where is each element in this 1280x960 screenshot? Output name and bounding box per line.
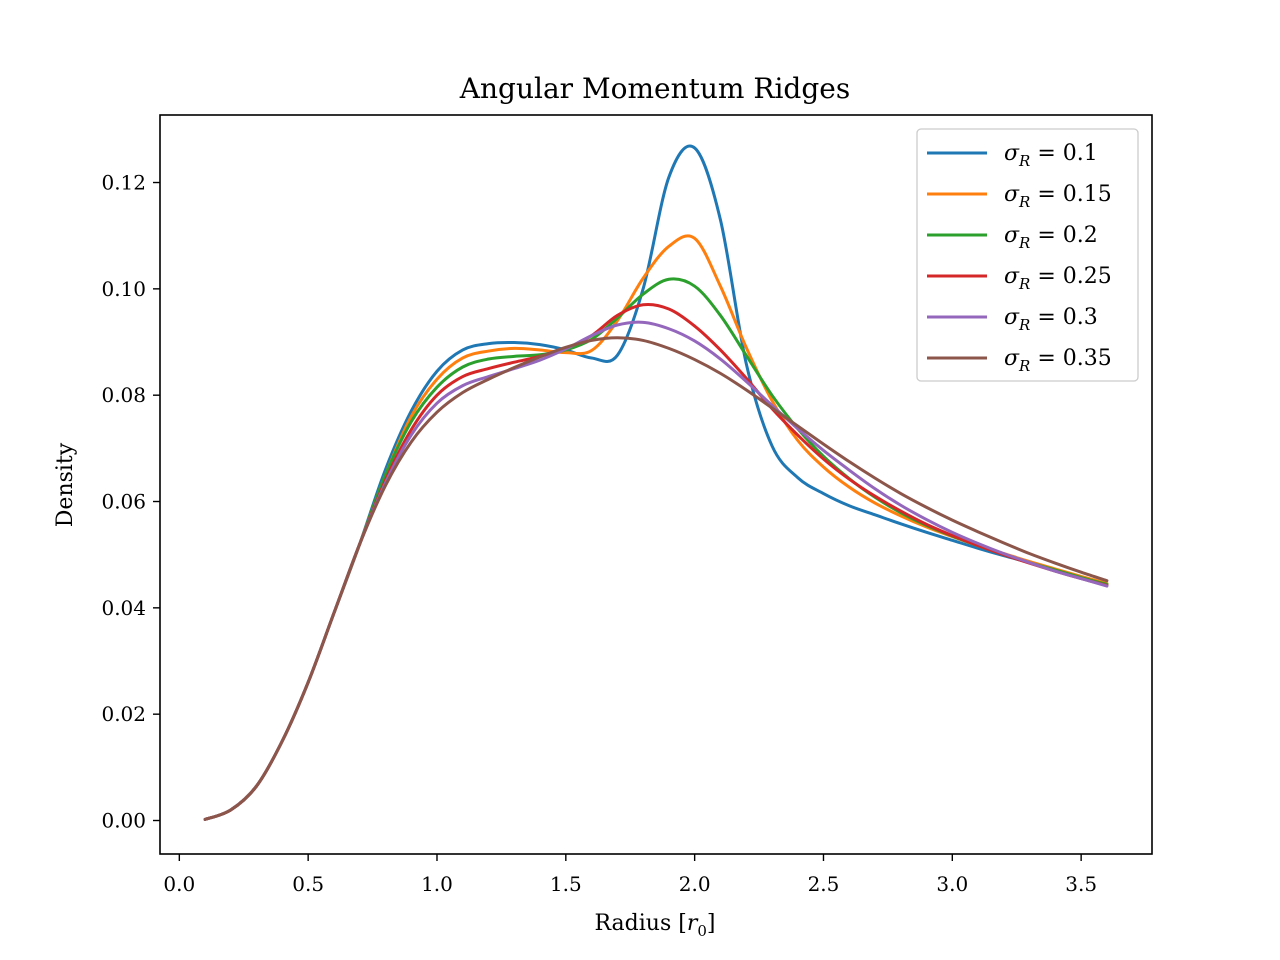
- legend-label-value: = 0.15: [1030, 182, 1111, 207]
- x-tick-label: 2.0: [679, 872, 711, 896]
- legend-label-value: = 0.2: [1030, 223, 1097, 248]
- legend-label-2: σR = 0.2: [1004, 223, 1098, 252]
- axes-frame: [159, 114, 1153, 855]
- legend-label-var: σ: [1004, 141, 1020, 166]
- plot-area: [159, 114, 1153, 855]
- legend-label-sub: R: [1018, 357, 1030, 375]
- legend-label-var: σ: [1004, 223, 1020, 248]
- y-axis-label: Density: [53, 442, 78, 527]
- legend-label-sub: R: [1018, 152, 1030, 170]
- legend-label-3: σR = 0.25: [1004, 264, 1112, 293]
- y-tick-label: 0.08: [101, 383, 146, 407]
- x-axis-label-end: ]: [707, 911, 716, 936]
- legend-label-var: σ: [1004, 182, 1020, 207]
- x-axis-label-main: Radius [: [594, 911, 686, 936]
- legend-label-1: σR = 0.15: [1004, 182, 1112, 211]
- legend-label-sub: R: [1018, 234, 1030, 252]
- x-tick-label: 3.5: [1065, 872, 1097, 896]
- x-tick-label: 0.0: [163, 872, 195, 896]
- x-tick-label: 0.5: [292, 872, 324, 896]
- legend-label-4: σR = 0.3: [1004, 305, 1098, 334]
- y-tick-label: 0.02: [101, 702, 146, 726]
- legend-label-var: σ: [1004, 264, 1020, 289]
- x-tick-label: 1.0: [421, 872, 453, 896]
- legend-label-var: σ: [1004, 346, 1020, 371]
- x-tick-label: 2.5: [808, 872, 840, 896]
- chart-title: Angular Momentum Ridges: [459, 72, 850, 105]
- x-tick-label: 1.5: [550, 872, 582, 896]
- legend-label-value: = 0.25: [1030, 264, 1111, 289]
- legend-label-sub: R: [1018, 316, 1030, 334]
- legend-label-value: = 0.35: [1030, 346, 1111, 371]
- y-tick-label: 0.12: [101, 171, 146, 195]
- y-tick-label: 0.04: [101, 596, 146, 620]
- x-axis: 0.0 0.5 1.0 1.5 2.0 2.5 3.0 3.5: [163, 854, 1097, 896]
- x-axis-label: Radius [r0]: [594, 911, 715, 940]
- legend-label-value: = 0.1: [1030, 141, 1097, 166]
- y-axis: 0.00 0.02 0.04 0.06 0.08 0.10 0.12: [101, 171, 160, 833]
- legend-label-value: = 0.3: [1030, 305, 1097, 330]
- series-lines: [203, 144, 1109, 821]
- legend-label-var: σ: [1004, 305, 1020, 330]
- legend-label-sub: R: [1018, 193, 1030, 211]
- series-line-5: [203, 336, 1109, 821]
- legend-label-5: σR = 0.35: [1004, 346, 1112, 375]
- x-axis-label-var: r: [687, 911, 699, 936]
- x-tick-label: 3.0: [936, 872, 968, 896]
- y-tick-label: 0.00: [101, 809, 146, 833]
- legend-label-sub: R: [1018, 275, 1030, 293]
- y-tick-label: 0.10: [101, 277, 146, 301]
- x-axis-label-sub: 0: [697, 922, 707, 940]
- y-tick-label: 0.06: [101, 490, 146, 514]
- legend-label-0: σR = 0.1: [1004, 141, 1098, 170]
